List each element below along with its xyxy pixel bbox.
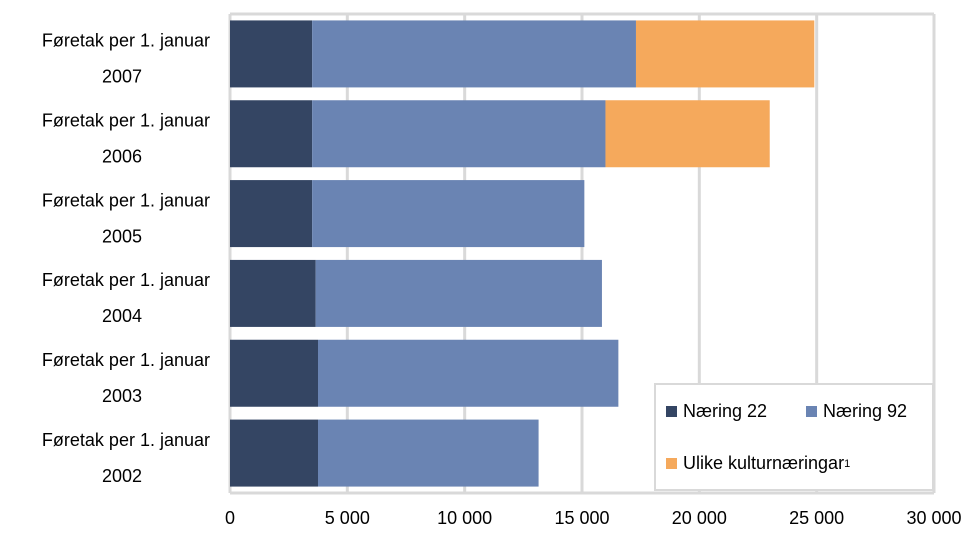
x-tick-label: 15 000 [554,508,609,528]
category-label-year: 2003 [102,386,142,406]
bar-segment-2007-series-2 [312,20,636,88]
legend-item-naering-22: Næring 22 [666,401,767,422]
category-label-year: 2007 [102,67,142,87]
category-label-line1: Føretak per 1. januar [42,430,210,450]
category-label-line1: Føretak per 1. januar [42,111,210,131]
category-label-line1: Føretak per 1. januar [42,350,210,370]
legend-label: Næring 22 [683,401,768,421]
bar-segment-2004-series-2 [315,259,602,327]
category-label-year: 2002 [102,466,142,486]
bar-segment-2007-series-3 [635,20,815,88]
legend-swatch-naering-22 [666,406,677,417]
category-label-line1: Føretak per 1. januar [42,270,210,290]
category-label-line1: Føretak per 1. januar [42,190,210,210]
x-tick-labels: 0 5 000 10 000 15 000 20 000 25 000 30 000 [225,508,962,528]
x-tick-label: 20 000 [672,508,727,528]
legend-swatch-naering-92 [806,406,817,417]
legend: Næring 22 Næring 92 Ulike kulturnæringar… [654,383,934,491]
bar-segment-2003-series-1 [230,339,318,407]
bar-segment-2006-series-1 [230,100,313,168]
bar-segment-2005-series-1 [230,180,313,248]
legend-label: Ulike kulturnæringar [683,453,845,473]
bars [230,20,815,487]
legend-footnote-marker: 1 [844,457,851,470]
legend-swatch-ulike-kulturnaeringar [666,458,677,469]
bar-segment-2004-series-1 [230,259,316,327]
bar-segment-2007-series-1 [230,20,313,88]
legend-item-ulike-kulturnaeringar: Ulike kulturnæringar 1 [666,453,850,474]
category-label-year: 2004 [102,306,142,326]
x-tick-label: 30 000 [906,508,961,528]
x-tick-label: 0 [225,508,235,528]
category-labels: Føretak per 1. januar 2007 Føretak per 1. … [42,31,210,486]
category-label-line1: Føretak per 1. januar [42,31,210,51]
bar-segment-2002-series-1 [230,419,318,487]
category-label-year: 2005 [102,226,142,246]
bar-segment-2006-series-3 [605,100,770,168]
x-tick-label: 10 000 [437,508,492,528]
x-tick-label: 25 000 [789,508,844,528]
grid-lines [228,12,936,495]
bar-segment-2005-series-2 [312,180,585,248]
bar-segment-2006-series-2 [312,100,606,168]
category-label-year: 2006 [102,147,142,167]
x-tick-label: 5 000 [325,508,370,528]
legend-item-naering-92: Næring 92 [806,401,907,422]
legend-label: Næring 92 [823,401,908,421]
bar-segment-2002-series-2 [318,419,539,487]
bar-segment-2003-series-2 [318,339,619,407]
